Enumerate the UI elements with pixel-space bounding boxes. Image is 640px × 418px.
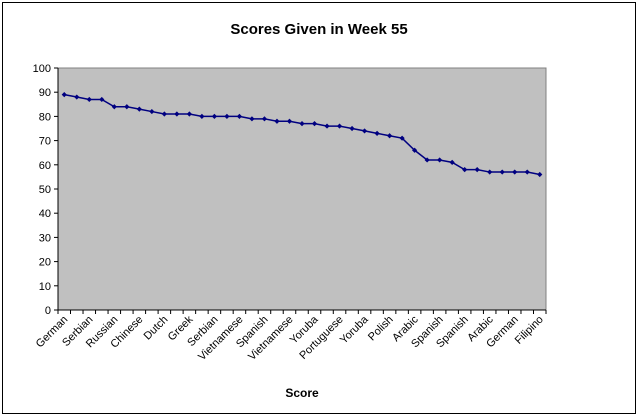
y-tick-label: 60 (39, 160, 51, 172)
y-tick-label: 90 (39, 87, 51, 99)
x-category-label: Yoruba (338, 313, 371, 346)
data-point (487, 169, 493, 175)
x-category-label: Polish (366, 314, 396, 344)
data-point (449, 159, 455, 165)
chart-frame: Scores Given in Week 55 0 10 20 30 40 50 60 70 8… (2, 2, 636, 414)
x-axis-title: Score (285, 386, 319, 400)
data-point (274, 118, 280, 124)
y-tick-label: 50 (39, 184, 51, 196)
y-tick-label: 40 (39, 208, 51, 220)
x-axis-ticks: GermanSerbianRussianChineseDutchGreekSer… (34, 310, 547, 363)
data-point (537, 171, 543, 178)
data-point (86, 96, 92, 103)
data-point (399, 135, 405, 141)
x-category-label: Filipino (513, 314, 546, 347)
y-tick-label: 10 (39, 281, 51, 293)
data-point (261, 116, 268, 122)
line-chart: Scores Given in Week 55 0 10 20 30 40 50 60 70 8… (33, 21, 547, 400)
y-tick-label: 80 (39, 111, 51, 123)
data-point (149, 108, 155, 115)
data-point (211, 113, 218, 119)
y-tick-label: 0 (45, 305, 51, 317)
data-point (161, 111, 167, 117)
data-point (386, 133, 393, 139)
data-point (199, 113, 205, 119)
data-point (286, 118, 293, 124)
data-point (349, 125, 355, 132)
data-point (74, 94, 80, 100)
data-point (249, 116, 255, 122)
data-point (311, 121, 318, 127)
data-point (236, 113, 243, 119)
data-point (174, 111, 180, 117)
y-tick-label: 100 (33, 63, 51, 75)
data-point (361, 128, 368, 134)
data-point (324, 123, 330, 129)
y-axis-ticks: 0 10 20 30 40 50 60 70 80 90 100 (33, 63, 58, 317)
plot-area (57, 67, 547, 311)
data-point (474, 167, 480, 173)
data-point (424, 157, 430, 163)
data-point (124, 104, 130, 110)
y-tick-label: 20 (39, 257, 51, 269)
y-tick-label: 70 (39, 136, 51, 148)
data-point (499, 169, 505, 175)
data-point (61, 92, 67, 98)
data-point (99, 96, 105, 103)
data-point (412, 147, 418, 153)
y-tick-label: 30 (39, 232, 51, 244)
data-point (437, 157, 443, 163)
data-point (136, 106, 142, 112)
data-point (336, 123, 343, 129)
data-point (224, 113, 230, 119)
data-point (524, 169, 530, 175)
data-point (462, 167, 468, 173)
x-category-label: Dutch (142, 314, 171, 343)
data-point (374, 130, 380, 136)
data-point (299, 121, 305, 127)
data-point (111, 104, 117, 110)
data-point (512, 169, 518, 175)
series-points (61, 92, 543, 178)
data-point (186, 111, 192, 117)
chart-title: Scores Given in Week 55 (230, 21, 407, 38)
